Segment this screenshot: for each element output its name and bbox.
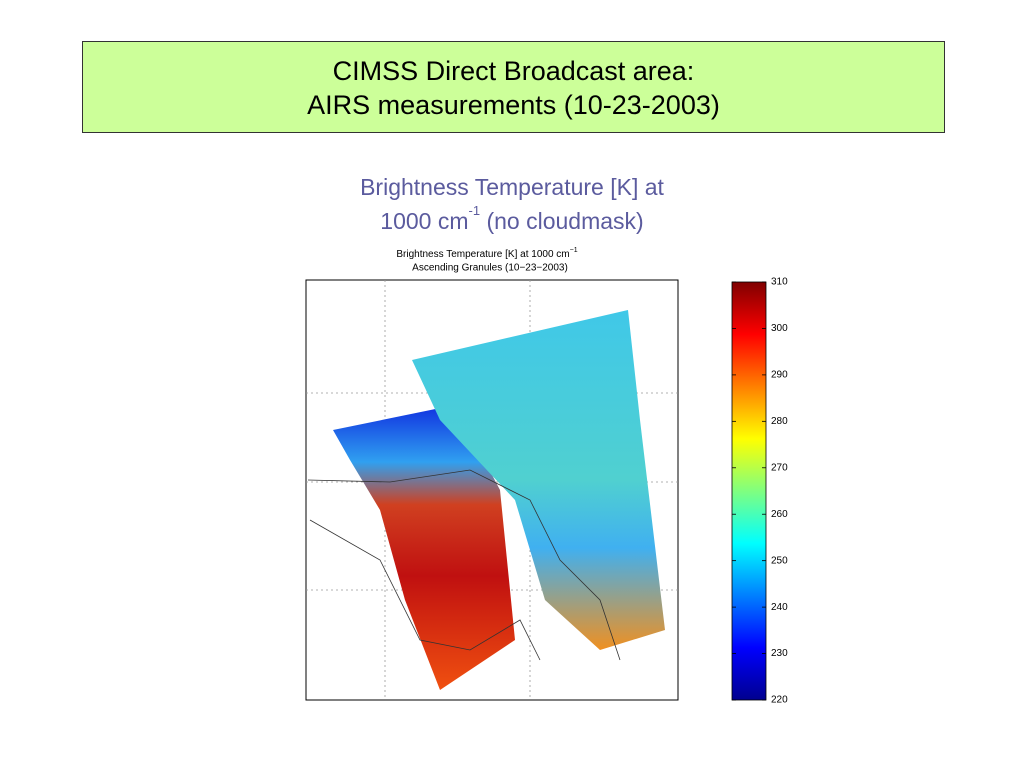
subtitle-text: 1000 cm (380, 208, 469, 234)
tick-label: 260 (771, 509, 788, 520)
swath (412, 310, 665, 650)
subtitle-line: Brightness Temperature [K] at (360, 174, 664, 200)
tick-label: 270 (771, 462, 788, 473)
tick-label: 310 (771, 277, 788, 288)
title-line: CIMSS Direct Broadcast area: (332, 56, 695, 86)
tick-label: 300 (771, 323, 788, 334)
superscript: -1 (468, 203, 481, 218)
tick-label: 250 (771, 555, 788, 566)
tick-label: 230 (771, 648, 788, 659)
subtitle-text: (no cloudmask) (486, 208, 644, 234)
subtitle-line: 1000 cm-1 (no cloudmask) (262, 204, 762, 238)
subtitle: Brightness Temperature [K] at 1000 cm-1 … (262, 170, 762, 238)
figure-title-text: Brightness Temperature [K] at 1000 cm (396, 249, 569, 260)
swath (333, 405, 515, 690)
superscript: −1 (570, 247, 578, 254)
title-box: CIMSS Direct Broadcast area: AIRS measur… (82, 41, 945, 133)
colorbar (731, 281, 767, 701)
map-outline (307, 469, 621, 661)
tick-label: 280 (771, 416, 788, 427)
map-outline (309, 519, 541, 661)
tick-label: 220 (771, 695, 788, 706)
figure-subtitle: Ascending Granules (10−23−2003) (412, 263, 568, 274)
tick-label: 240 (771, 602, 788, 613)
figure-title: Brightness Temperature [K] at 1000 cm−1 (396, 247, 577, 260)
title-line: AIRS measurements (10-23-2003) (307, 90, 720, 120)
tick-label: 290 (771, 370, 788, 381)
